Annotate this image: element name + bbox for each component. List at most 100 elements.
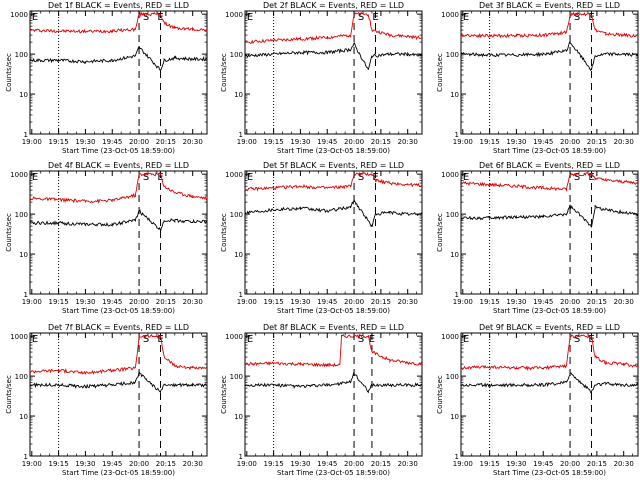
x-tick-label: 19:00 (453, 138, 473, 146)
y-tick-label: 1000 (10, 333, 28, 341)
x-tick-label: 19:15 (49, 138, 69, 146)
event-marker-label: E (588, 12, 594, 23)
x-tick-label: 19:45 (102, 138, 122, 146)
y-axis-label: Counts/sec (220, 53, 228, 92)
y-axis-label: Counts/sec (5, 213, 13, 252)
panel-title: Det 6f BLACK = Events, RED = LLD (479, 161, 620, 170)
events-series-line (244, 42, 423, 70)
y-axis-label: Counts/sec (5, 375, 13, 414)
y-tick-label: 1 (455, 131, 459, 139)
y-tick-label: 100 (446, 51, 459, 59)
y-tick-label: 10 (234, 413, 243, 421)
y-axis-label: Counts/sec (436, 213, 444, 252)
x-tick-label: 19:15 (264, 460, 284, 468)
x-tick-label: 19:45 (533, 138, 553, 146)
y-tick-label: 1000 (225, 11, 243, 19)
y-tick-label: 1000 (10, 11, 28, 19)
y-tick-label: 10 (450, 251, 459, 259)
detector-panel-2: Det 2f BLACK = Events, RED = LLD 1 10 100 10… (220, 1, 423, 155)
x-tick-label: 20:00 (344, 138, 364, 146)
x-tick-label: 20:15 (371, 298, 391, 306)
x-tick-label: 20:30 (398, 298, 418, 306)
x-tick-label: 19:45 (533, 298, 553, 306)
event-marker-label: E (247, 334, 253, 345)
x-tick-label: 19:30 (506, 298, 526, 306)
x-tick-label: 19:45 (317, 460, 337, 468)
event-marker-label: E (157, 12, 163, 23)
y-tick-label: 1 (24, 291, 28, 299)
y-tick-label: 1 (24, 453, 28, 461)
y-tick-label: 1 (239, 291, 243, 299)
event-marker-label: E (463, 12, 469, 23)
y-axis-label: Counts/sec (436, 375, 444, 414)
detector-panel-8: Det 8f BLACK = Events, RED = LLD 1 10 100 10… (220, 323, 423, 477)
y-tick-label: 1 (239, 453, 243, 461)
x-tick-label: 20:00 (344, 298, 364, 306)
x-tick-label: 20:30 (183, 138, 203, 146)
events-series-line (244, 199, 423, 228)
y-axis-label: Counts/sec (436, 53, 444, 92)
plot-frame (244, 332, 423, 457)
x-tick-label: 20:30 (398, 460, 418, 468)
lld-series-line (244, 333, 423, 368)
events-series-line (460, 372, 639, 394)
plot-frame (460, 10, 639, 135)
event-marker-label: E (463, 172, 469, 183)
x-axis-label: Start Time (23-Oct-05 18:59:00) (493, 469, 606, 477)
x-tick-label: 20:30 (398, 138, 418, 146)
event-marker-label: E (247, 172, 253, 183)
event-marker-label: S (143, 334, 149, 345)
x-tick-label: 20:15 (371, 138, 391, 146)
detector-panel-9: Det 9f BLACK = Events, RED = LLD 1 10 100 10… (436, 323, 639, 477)
event-marker-label: E (32, 172, 38, 183)
x-tick-label: 19:00 (453, 460, 473, 468)
x-tick-label: 19:15 (264, 298, 284, 306)
event-marker-label: E (372, 12, 378, 23)
y-tick-label: 10 (19, 251, 28, 259)
y-tick-label: 100 (230, 373, 243, 381)
plot-frame (29, 170, 208, 295)
x-tick-label: 20:15 (156, 138, 176, 146)
event-marker-label: E (372, 172, 378, 183)
x-tick-label: 20:00 (560, 298, 580, 306)
x-tick-label: 20:00 (344, 460, 364, 468)
detector-panel-6: Det 6f BLACK = Events, RED = LLD 1 10 100 10… (436, 161, 639, 315)
event-marker-label: E (32, 12, 38, 23)
x-axis-label: Start Time (23-Oct-05 18:59:00) (277, 147, 390, 155)
panel-title: Det 7f BLACK = Events, RED = LLD (48, 323, 189, 332)
panel-title: Det 5f BLACK = Events, RED = LLD (263, 161, 404, 170)
plot-frame (244, 170, 423, 295)
x-tick-label: 20:30 (183, 460, 203, 468)
x-tick-label: 20:30 (183, 298, 203, 306)
event-marker-label: S (358, 12, 364, 23)
lld-series-line (460, 334, 639, 372)
x-axis-label: Start Time (23-Oct-05 18:59:00) (277, 469, 390, 477)
y-tick-label: 1000 (10, 171, 28, 179)
lld-series-line (244, 171, 423, 192)
lld-series-line (29, 11, 208, 34)
plot-frame (29, 332, 208, 457)
detector-panel-7: Det 7f BLACK = Events, RED = LLD 1 10 100 10… (5, 323, 208, 477)
event-marker-label: S (574, 172, 580, 183)
x-axis-label: Start Time (23-Oct-05 18:59:00) (62, 147, 175, 155)
panel-title: Det 1f BLACK = Events, RED = LLD (48, 1, 189, 10)
x-tick-label: 19:30 (290, 460, 310, 468)
event-marker-label: E (588, 334, 594, 345)
x-tick-label: 19:30 (290, 138, 310, 146)
event-marker-label: S (574, 334, 580, 345)
y-axis-label: Counts/sec (5, 53, 13, 92)
x-tick-label: 19:30 (75, 138, 95, 146)
events-series-line (29, 46, 208, 73)
y-tick-label: 100 (15, 373, 28, 381)
x-tick-label: 19:30 (75, 460, 95, 468)
lld-series-line (244, 12, 423, 45)
plot-frame (244, 10, 423, 135)
x-tick-label: 19:45 (533, 460, 553, 468)
x-tick-label: 19:45 (102, 298, 122, 306)
x-tick-label: 20:00 (129, 138, 149, 146)
x-tick-label: 19:15 (49, 460, 69, 468)
y-axis-label: Counts/sec (220, 375, 228, 414)
event-marker-label: S (143, 12, 149, 23)
y-tick-label: 10 (450, 91, 459, 99)
